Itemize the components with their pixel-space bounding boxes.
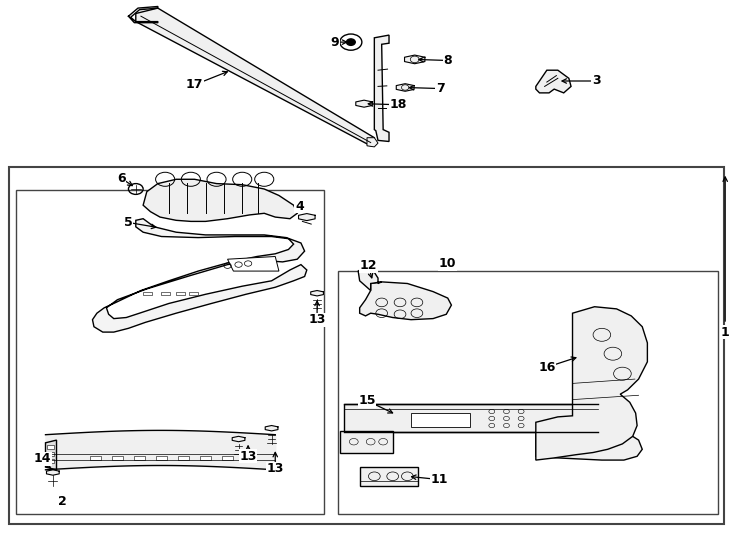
Bar <box>9 167 724 524</box>
Polygon shape <box>374 35 389 141</box>
Polygon shape <box>310 291 324 296</box>
Bar <box>176 292 185 295</box>
Text: 2: 2 <box>58 495 67 508</box>
Text: 15: 15 <box>358 394 376 407</box>
Polygon shape <box>143 179 297 221</box>
Polygon shape <box>404 55 425 64</box>
Polygon shape <box>299 214 315 220</box>
Polygon shape <box>265 426 278 431</box>
Polygon shape <box>228 256 279 271</box>
Bar <box>340 431 393 453</box>
Text: 11: 11 <box>430 473 448 486</box>
Text: 9: 9 <box>330 36 339 49</box>
Text: 3: 3 <box>592 75 600 87</box>
Bar <box>338 271 718 514</box>
Bar <box>156 456 167 460</box>
Circle shape <box>346 39 355 45</box>
Text: 1: 1 <box>721 326 730 339</box>
Text: 4: 4 <box>295 200 304 213</box>
Bar <box>134 456 145 460</box>
Text: 13: 13 <box>239 450 257 463</box>
Text: 17: 17 <box>186 78 203 91</box>
Bar <box>200 456 211 460</box>
Bar <box>47 445 54 449</box>
Polygon shape <box>360 467 418 486</box>
Text: 6: 6 <box>117 172 126 185</box>
Polygon shape <box>360 282 451 320</box>
Bar <box>178 456 189 460</box>
Bar <box>16 190 324 514</box>
Text: 13: 13 <box>308 313 326 326</box>
Polygon shape <box>358 267 382 291</box>
Bar <box>90 456 101 460</box>
Text: 10: 10 <box>439 257 457 270</box>
Bar <box>47 459 54 463</box>
Bar <box>112 456 123 460</box>
Polygon shape <box>536 307 647 460</box>
Bar <box>222 456 233 460</box>
Bar <box>189 292 198 295</box>
Text: 16: 16 <box>538 361 556 374</box>
Text: 7: 7 <box>436 82 445 95</box>
Bar <box>411 413 470 427</box>
Bar <box>143 292 152 295</box>
Polygon shape <box>356 100 372 107</box>
Polygon shape <box>536 70 571 93</box>
Bar <box>344 404 598 432</box>
Text: 5: 5 <box>124 216 133 229</box>
Text: 18: 18 <box>390 98 407 111</box>
Polygon shape <box>232 436 245 442</box>
Polygon shape <box>46 440 57 470</box>
Polygon shape <box>367 138 378 147</box>
Polygon shape <box>396 84 414 91</box>
Bar <box>161 292 170 295</box>
Text: 8: 8 <box>443 54 452 67</box>
Polygon shape <box>46 470 59 475</box>
Bar <box>47 452 54 456</box>
Text: 12: 12 <box>360 259 377 272</box>
Polygon shape <box>536 424 642 460</box>
Polygon shape <box>92 219 307 332</box>
Polygon shape <box>136 8 374 146</box>
Text: 14: 14 <box>34 453 51 465</box>
Text: 13: 13 <box>266 462 284 475</box>
